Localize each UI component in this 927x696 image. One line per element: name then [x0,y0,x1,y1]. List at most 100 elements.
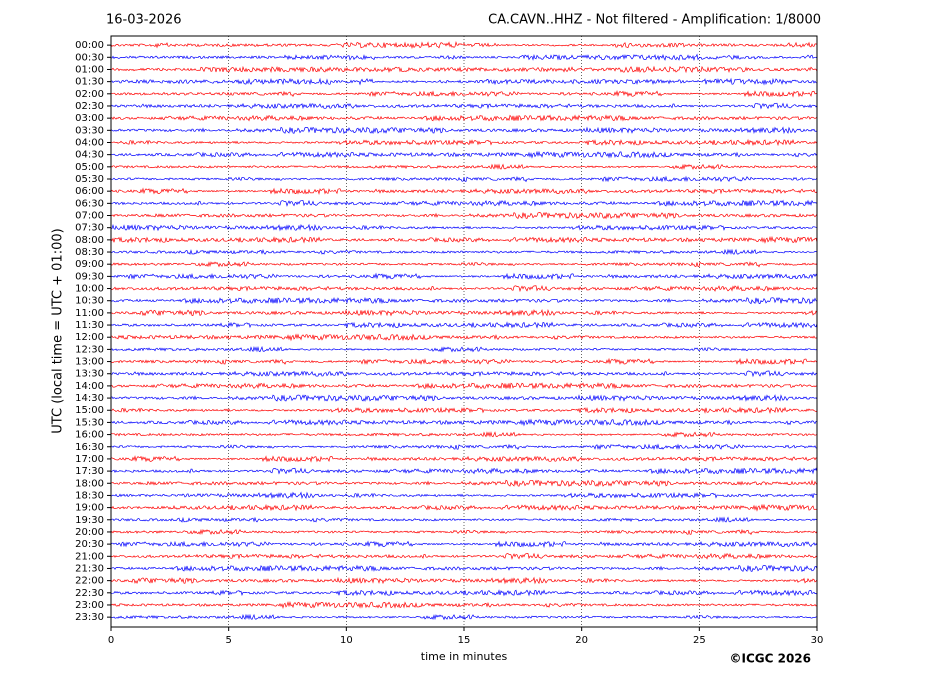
chart-title: CA.CAVN..HHZ - Not filtered - Amplificat… [488,13,821,28]
credit: ©ICGC 2026 [729,652,811,666]
y-tick-label: 17:00 [75,454,104,465]
y-tick-label: 19:00 [75,503,104,514]
x-axis-label: time in minutes [421,650,508,663]
trace [110,576,818,585]
y-tick-label: 13:30 [75,369,104,380]
y-tick-label: 10:30 [75,296,104,307]
trace [110,552,818,560]
y-tick-label: 21:00 [75,551,104,562]
y-tick-label: 14:30 [75,393,104,404]
trace [110,272,818,281]
trace [110,564,818,573]
trace [110,65,818,74]
y-tick-label: 23:30 [75,612,104,623]
trace [110,613,818,621]
y-tick-label: 18:30 [75,490,104,501]
y-tick-label: 11:30 [75,320,104,331]
trace [110,235,818,244]
y-tick-label: 01:00 [75,64,104,75]
y-axis-label: UTC (local time = UTC + 01:00) [51,228,66,433]
trace [110,41,818,50]
trace [110,455,818,463]
y-tick-label: 18:00 [75,478,104,489]
y-tick-label: 07:00 [75,211,104,222]
x-tick-label: 5 [225,635,231,646]
trace [110,261,818,268]
trace [110,90,818,98]
trace [110,357,818,366]
y-tick-label: 13:00 [75,357,104,368]
x-tick-label: 10 [340,635,353,646]
y-tick-label: 22:00 [75,576,104,587]
y-tick-label: 21:30 [75,563,104,574]
y-tick-label: 02:00 [75,89,104,100]
y-tick-label: 04:30 [75,150,104,161]
y-tick-label: 08:00 [75,235,104,246]
y-tick-label: 09:00 [75,259,104,270]
y-tick-label: 12:00 [75,332,104,343]
y-tick-label: 15:00 [75,405,104,416]
trace [110,491,818,500]
trace [110,528,818,536]
trace [110,163,818,170]
x-tick-label: 0 [108,635,114,646]
y-tick-label: 02:30 [75,101,104,112]
trace [110,211,818,220]
y-tick-label: 12:30 [75,344,104,355]
y-tick-label: 22:30 [75,588,104,599]
x-tick-label: 30 [811,635,824,646]
y-tick-label: 03:00 [75,113,104,124]
x-tick-label: 25 [693,635,706,646]
trace [110,394,818,402]
y-tick-label: 08:30 [75,247,104,258]
x-tick-label: 15 [458,635,471,646]
plot-frame [110,35,818,628]
trace [110,589,818,597]
y-tick-label: 05:30 [75,174,104,185]
trace [110,175,818,183]
trace [110,467,818,475]
y-tick-label: 16:30 [75,442,104,453]
y-tick-label: 14:00 [75,381,104,392]
trace [110,53,818,62]
trace [110,370,818,378]
trace [110,418,818,427]
y-tick-label: 07:30 [75,223,104,234]
y-tick-label: 06:00 [75,186,104,197]
trace [110,223,818,232]
trace [110,479,818,488]
trace [111,333,818,342]
trace [110,382,818,390]
x-tick-label: 20 [575,635,588,646]
y-tick-label: 20:30 [75,539,104,550]
y-tick-label: 15:30 [75,417,104,428]
trace [110,126,818,135]
trace [110,308,818,317]
trace [110,406,818,415]
trace [110,431,818,438]
y-tick-label: 11:00 [75,308,104,319]
trace [110,199,818,207]
trace [110,187,818,195]
trace [110,285,818,293]
trace [110,321,818,329]
trace [110,443,818,451]
y-tick-label: 10:00 [75,284,104,295]
trace [110,540,818,548]
trace [110,296,818,305]
trace [110,345,818,353]
trace [110,150,818,159]
y-tick-label: 01:30 [75,77,104,88]
y-tick-label: 00:30 [75,52,104,63]
y-tick-label: 20:00 [75,527,104,538]
y-tick-label: 00:00 [75,40,104,51]
y-tick-label: 03:30 [75,125,104,136]
trace [110,248,818,255]
trace [110,138,818,147]
y-tick-label: 04:00 [75,137,104,148]
trace [110,114,818,122]
y-tick-label: 09:30 [75,271,104,282]
chart-date: 16-03-2026 [106,13,182,28]
y-tick-label: 19:30 [75,515,104,526]
y-tick-label: 23:00 [75,600,104,611]
